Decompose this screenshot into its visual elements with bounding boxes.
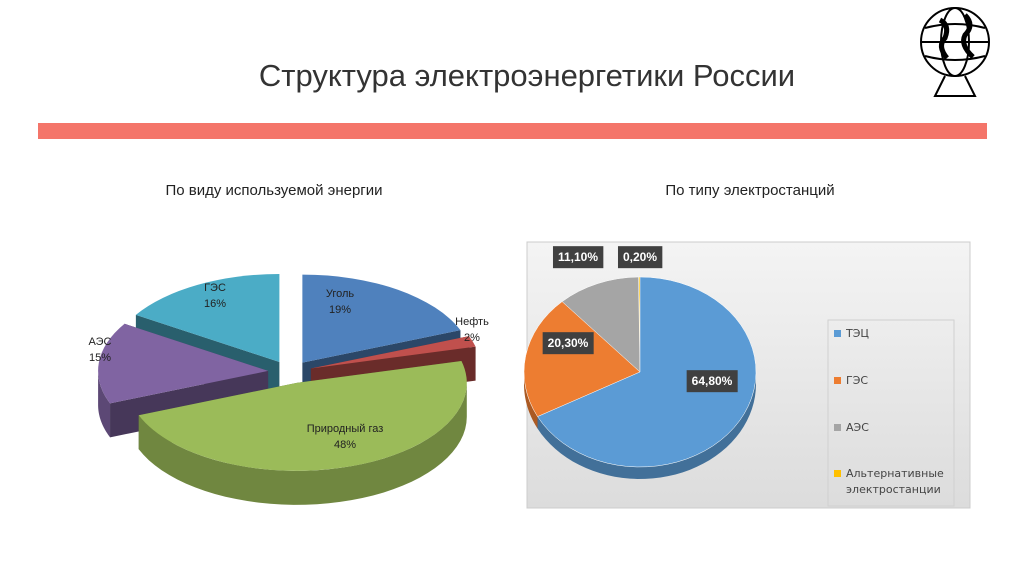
legend-label: ТЭЦ	[846, 327, 869, 340]
slice	[138, 360, 467, 505]
slice-side	[98, 370, 111, 438]
data-label: 20,30%	[548, 336, 589, 350]
data-label-box	[617, 246, 663, 269]
chart-title: По типу электростанций	[665, 182, 834, 199]
data-label-box	[552, 246, 604, 269]
pie-slice	[523, 301, 641, 417]
slice-side	[138, 382, 467, 505]
legend-swatch	[834, 470, 841, 477]
legend-swatch	[834, 377, 841, 384]
data-label-box	[686, 370, 738, 393]
slice-category: ГЭС	[204, 282, 226, 294]
accent-bar	[38, 123, 987, 139]
pie-slice	[138, 360, 467, 471]
legend-swatch	[834, 330, 841, 337]
pie-slice	[302, 274, 461, 363]
legend-item: Альтернативные электростанции	[846, 467, 944, 496]
pie-slice	[310, 336, 476, 369]
data-label: 0,20%	[623, 250, 657, 264]
globe-icon	[920, 7, 990, 97]
pie-slice	[537, 276, 757, 468]
slice-category: Нефть	[455, 316, 489, 328]
pie-slice	[135, 274, 280, 363]
data-label: 19%	[329, 304, 351, 316]
slice	[537, 276, 757, 479]
legend-swatch	[834, 424, 841, 431]
legend-label: ГЭС	[846, 374, 869, 387]
data-label: 2%	[464, 332, 480, 344]
slide-title: Структура электроэнергетики России	[259, 58, 795, 93]
slice-category: Уголь	[326, 288, 355, 300]
data-label: 16%	[204, 298, 226, 310]
slice-category: Природный газ	[307, 423, 384, 435]
slice-side	[524, 372, 538, 429]
pie-slice	[98, 323, 269, 404]
legend-label: АЭС	[846, 421, 869, 434]
chart-title: По виду используемой энергии	[165, 182, 382, 199]
legend-item: ТЭЦ	[846, 327, 869, 340]
legend-item: ГЭС	[846, 374, 869, 387]
data-label: 15%	[89, 352, 111, 364]
data-label: 64,80%	[692, 374, 733, 388]
data-label: 11,10%	[558, 250, 598, 264]
legend-item: АЭС	[846, 421, 869, 434]
legend-label: Альтернативные электростанции	[846, 467, 944, 496]
pie-slice	[561, 276, 641, 373]
slice-category: АЭС	[89, 336, 112, 348]
data-label: 48%	[334, 439, 356, 451]
legend-box	[827, 319, 955, 507]
data-label-box	[542, 332, 594, 355]
